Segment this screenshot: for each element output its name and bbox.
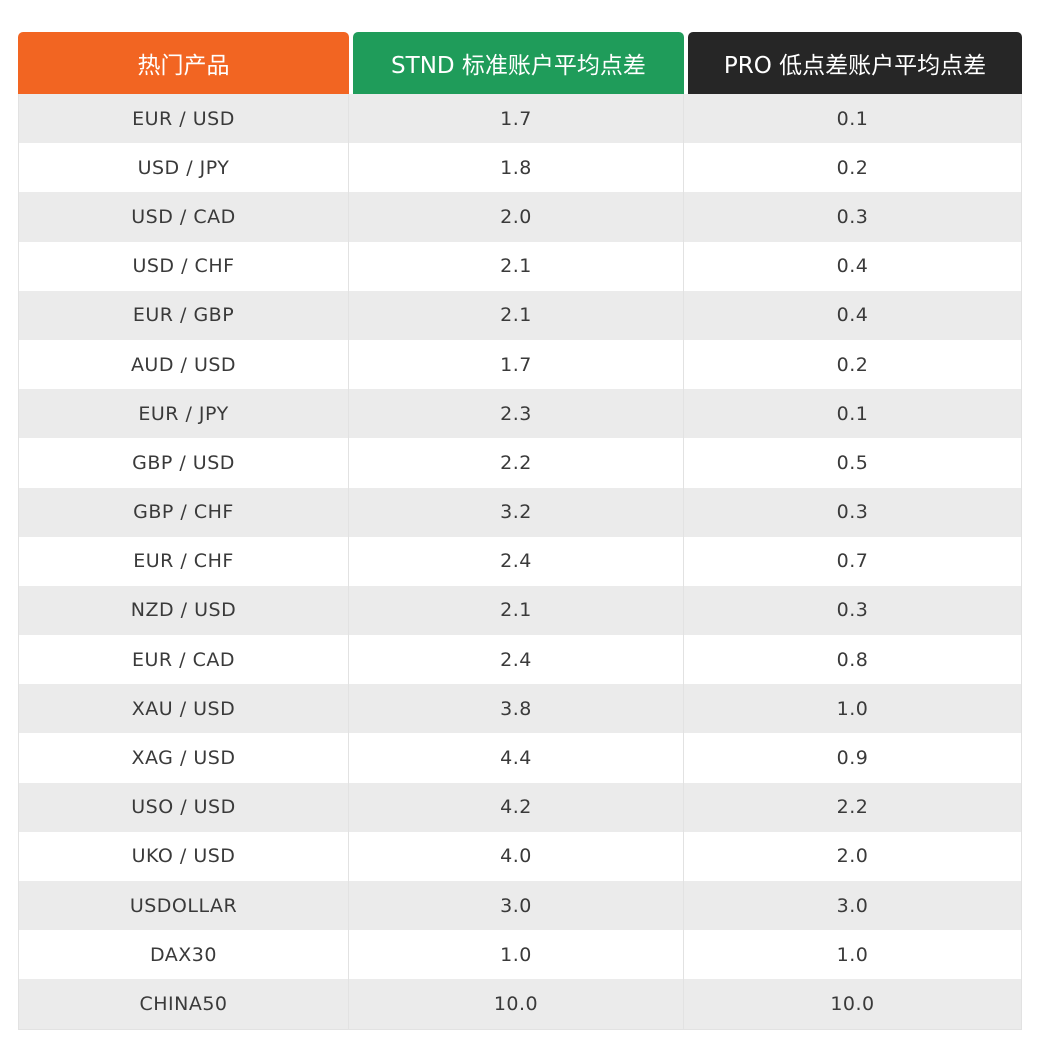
cell-pro-spread: 0.2	[836, 353, 869, 376]
table-row: XAG / USD 4.4 0.9	[18, 733, 1022, 783]
table-row: EUR / GBP 2.1 0.4	[18, 290, 1022, 340]
cell-product: DAX30	[19, 930, 349, 980]
cell-stnd-spread: 2.1	[349, 585, 684, 636]
header-stnd-account-spread: STND 标准账户平均点差	[353, 32, 684, 94]
cell-pro-spread: 0.1	[836, 107, 869, 130]
table-row: USD / JPY 1.8 0.2	[18, 143, 1022, 193]
cell-product: EUR / JPY	[19, 389, 349, 439]
cell-pro-spread: 0.4	[836, 255, 869, 278]
cell-product: NZD / USD	[19, 585, 349, 636]
cell-product: USDOLLAR	[19, 881, 349, 931]
cell-stnd-spread: 1.7	[349, 94, 684, 144]
cell-product: GBP / CHF	[19, 487, 349, 537]
cell-pro-spread: 0.3	[836, 205, 869, 228]
cell-stnd-spread: 3.8	[349, 684, 684, 734]
table-row: USDOLLAR 3.0 3.0	[18, 881, 1022, 931]
table-row: EUR / JPY 2.3 0.1	[18, 389, 1022, 439]
header-pro-account-spread: PRO 低点差账户平均点差	[688, 32, 1022, 94]
cell-product: EUR / CHF	[19, 536, 349, 586]
cell-stnd-spread: 1.7	[349, 339, 684, 390]
table-row: XAU / USD 3.8 1.0	[18, 684, 1022, 734]
table-row: NZD / USD 2.1 0.3	[18, 585, 1022, 636]
cell-product: XAG / USD	[19, 733, 349, 783]
cell-product: USD / CHF	[19, 241, 349, 291]
table-row: USO / USD 4.2 2.2	[18, 782, 1022, 832]
cell-stnd-spread: 10.0	[349, 979, 684, 1029]
cell-stnd-spread: 2.4	[349, 635, 684, 685]
cell-pro-spread: 0.9	[836, 747, 869, 770]
table-row: UKO / USD 4.0 2.0	[18, 831, 1022, 881]
cell-stnd-spread: 4.0	[349, 831, 684, 881]
cell-pro-spread: 3.0	[836, 894, 869, 917]
cell-pro-spread: 0.8	[836, 648, 869, 671]
cell-product: USD / CAD	[19, 192, 349, 242]
table-row: AUD / USD 1.7 0.2	[18, 339, 1022, 390]
table-bottom-border	[18, 1028, 1022, 1030]
table-row: EUR / CHF 2.4 0.7	[18, 536, 1022, 586]
cell-product: GBP / USD	[19, 438, 349, 488]
cell-product: EUR / GBP	[19, 290, 349, 340]
cell-pro-spread: 0.3	[836, 599, 869, 622]
cell-pro-spread: 10.0	[830, 992, 875, 1015]
table-row: EUR / USD 1.7 0.1	[18, 94, 1022, 144]
cell-stnd-spread: 4.2	[349, 782, 684, 832]
table-header: 热门产品 STND 标准账户平均点差 PRO 低点差账户平均点差	[18, 32, 1022, 94]
table-row: GBP / USD 2.2 0.5	[18, 438, 1022, 488]
cell-pro-spread: 1.0	[836, 697, 869, 720]
cell-stnd-spread: 2.1	[349, 290, 684, 340]
cell-pro-spread: 2.2	[836, 796, 869, 819]
cell-stnd-spread: 2.4	[349, 536, 684, 586]
cell-stnd-spread: 1.0	[349, 930, 684, 980]
table-body: EUR / USD 1.7 0.1 USD / JPY 1.8 0.2 USD / CAD 2…	[18, 94, 1022, 1029]
header-popular-products: 热门产品	[18, 32, 349, 94]
cell-pro-spread: 0.3	[836, 501, 869, 524]
cell-stnd-spread: 2.2	[349, 438, 684, 488]
cell-product: EUR / USD	[19, 94, 349, 144]
spread-table: 热门产品 STND 标准账户平均点差 PRO 低点差账户平均点差 EUR / U…	[18, 32, 1022, 1030]
cell-pro-spread: 0.4	[836, 304, 869, 327]
cell-pro-spread: 0.7	[836, 550, 869, 573]
cell-pro-spread: 0.5	[836, 451, 869, 474]
table-row: GBP / CHF 3.2 0.3	[18, 487, 1022, 537]
cell-stnd-spread: 2.1	[349, 241, 684, 291]
table-row: DAX30 1.0 1.0	[18, 930, 1022, 980]
cell-stnd-spread: 2.3	[349, 389, 684, 439]
cell-product: CHINA50	[19, 979, 349, 1029]
cell-pro-spread: 1.0	[836, 943, 869, 966]
cell-stnd-spread: 2.0	[349, 192, 684, 242]
cell-product: EUR / CAD	[19, 635, 349, 685]
table-row: USD / CHF 2.1 0.4	[18, 241, 1022, 291]
cell-product: USO / USD	[19, 782, 349, 832]
table-row: USD / CAD 2.0 0.3	[18, 192, 1022, 242]
cell-stnd-spread: 3.0	[349, 881, 684, 931]
cell-product: UKO / USD	[19, 831, 349, 881]
cell-pro-spread: 2.0	[836, 845, 869, 868]
cell-stnd-spread: 3.2	[349, 487, 684, 537]
cell-product: XAU / USD	[19, 684, 349, 734]
cell-product: AUD / USD	[19, 339, 349, 390]
cell-stnd-spread: 1.8	[349, 143, 684, 193]
cell-product: USD / JPY	[19, 143, 349, 193]
table-row: EUR / CAD 2.4 0.8	[18, 635, 1022, 685]
table-row: CHINA50 10.0 10.0	[18, 979, 1022, 1029]
cell-pro-spread: 0.2	[836, 156, 869, 179]
cell-pro-spread: 0.1	[836, 402, 869, 425]
cell-stnd-spread: 4.4	[349, 733, 684, 783]
